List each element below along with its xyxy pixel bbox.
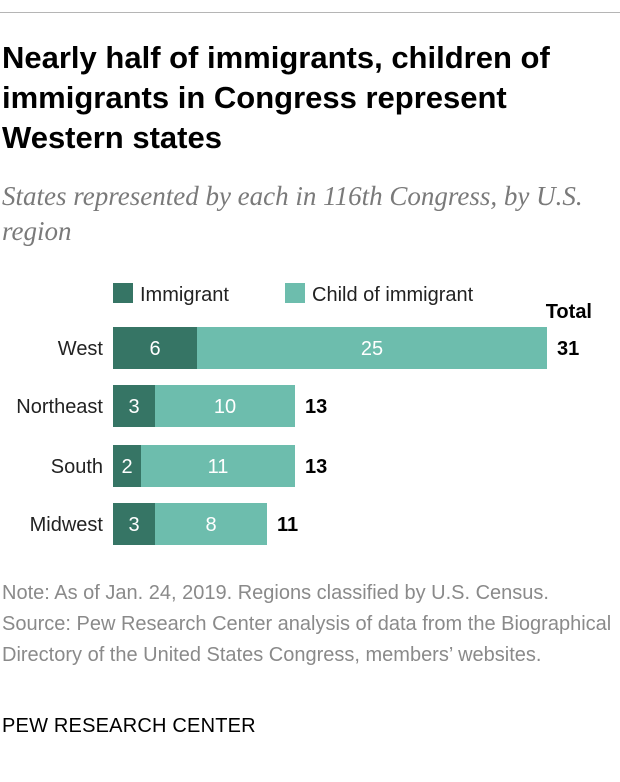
data-label-1: 2 (121, 456, 132, 478)
total-header: Total (546, 301, 592, 323)
data-label-2: 10 (214, 396, 236, 418)
bar-segment-1 (113, 327, 197, 369)
bar-segment-1 (113, 445, 141, 487)
category-label: South (51, 456, 103, 478)
bar-segment-1 (113, 503, 155, 545)
legend-swatch-1 (113, 283, 133, 303)
organization-name: PEW RESEARCH CENTER (2, 715, 256, 737)
total-value: 11 (277, 514, 298, 536)
chart-source: Source: Pew Research Center analysis of … (2, 613, 612, 666)
legend-label-1: Immigrant (140, 284, 229, 306)
total-value: 31 (557, 338, 579, 360)
total-value: 13 (305, 456, 327, 478)
stacked-bar-chart: Immigrant Child of immigrant Total West 6 25 3… (16, 283, 592, 545)
chart-title: Nearly half of immigrants, children of i… (2, 40, 550, 155)
data-label-1: 3 (128, 514, 139, 536)
data-label-2: 25 (361, 338, 383, 360)
bar-segment-2 (141, 445, 295, 487)
bar-segment-2 (155, 385, 295, 427)
bar-segment-2 (197, 327, 547, 369)
data-label-1: 6 (149, 338, 160, 360)
bar-segment-1 (113, 385, 155, 427)
category-label: Northeast (16, 396, 103, 418)
category-label: West (58, 338, 104, 360)
category-label: Midwest (30, 514, 104, 536)
total-value: 13 (305, 396, 327, 418)
chart-subtitle: States represented by each in 116th Cong… (2, 181, 583, 246)
bar-segment-2 (155, 503, 267, 545)
legend-swatch-2 (285, 283, 305, 303)
data-label-2: 11 (208, 456, 229, 478)
data-label-2: 8 (205, 514, 216, 536)
chart-note: Note: As of Jan. 24, 2019. Regions class… (2, 582, 549, 604)
top-rule (0, 12, 620, 13)
data-label-1: 3 (128, 396, 139, 418)
legend-label-2: Child of immigrant (312, 284, 474, 306)
